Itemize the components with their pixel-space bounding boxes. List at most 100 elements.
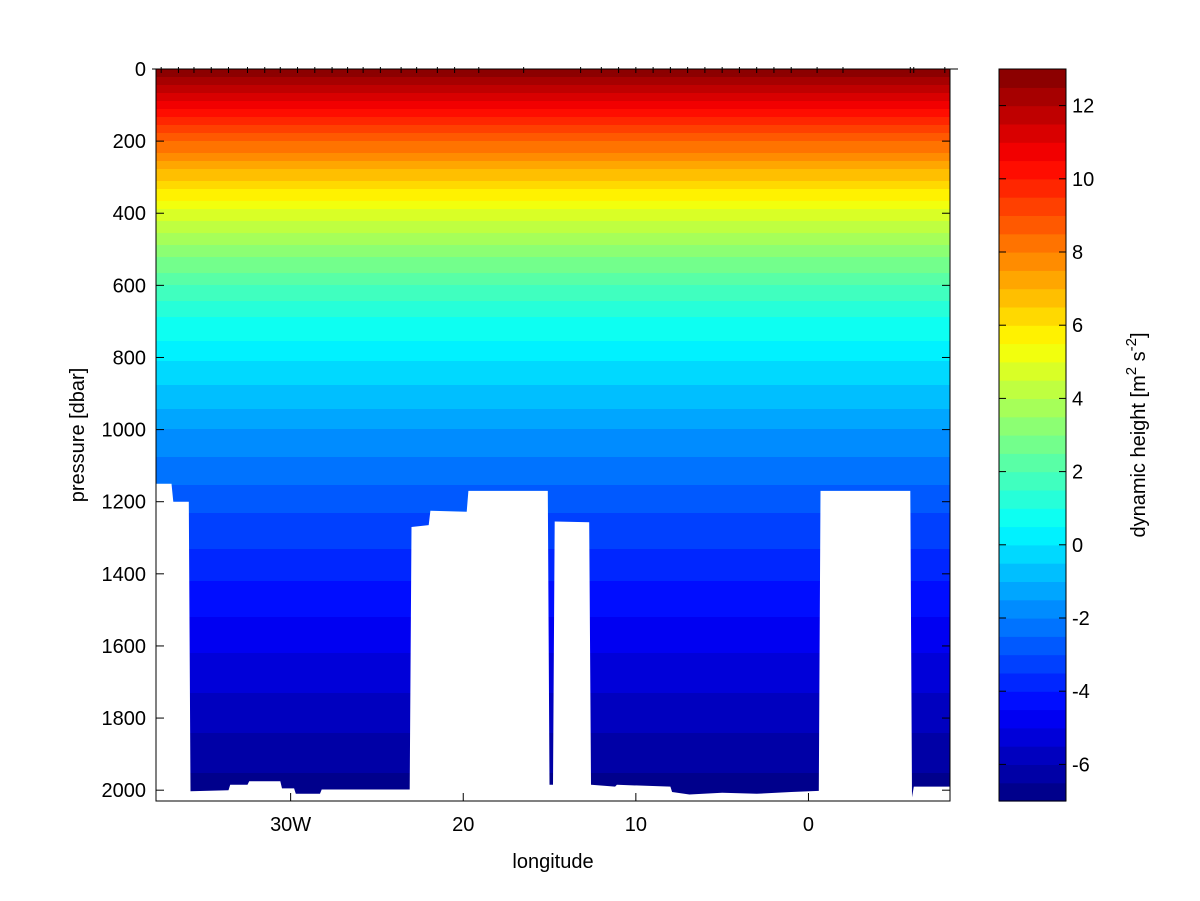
colorbar-band [999,746,1066,765]
colorbar-band [999,123,1066,143]
colorbar-label-superscript-2: -2 [1123,338,1140,351]
contour-band [156,509,950,514]
x-tick-label: 0 [803,814,814,836]
contour-band [156,761,950,766]
contour-band [156,289,950,294]
colorbar-frame [998,68,1067,802]
contour-band [156,681,950,686]
contour-band [156,505,950,510]
contour-band [156,737,950,742]
colorbar-band [999,197,1066,216]
contour-band [156,89,950,94]
seafloor-mask [156,483,950,801]
contour-band [156,517,950,522]
contour-band [156,189,950,194]
y-tick-label: 0 [135,59,146,81]
contour-band [156,313,950,318]
contour-band [156,193,950,198]
contour-band [156,697,950,702]
contour-band [156,753,950,758]
contour-band [156,449,950,454]
contour-band [156,473,950,478]
contour-band [156,417,950,422]
contour-band [156,537,950,542]
x-tick-label: 20 [452,814,474,836]
colorbar-band [999,288,1066,308]
contour-band [156,393,950,398]
contour-band [156,197,950,202]
contour-band [156,653,950,658]
colorbar-label-part-1: dynamic height [m [1128,375,1150,537]
contour-band [156,93,950,98]
contour-band [156,501,950,506]
contour-band [156,453,950,458]
colorbar-tick-label: 2 [1072,462,1083,484]
contour-band [156,101,950,106]
colorbar-band [999,416,1066,436]
colorbar-label-superscript-1: 2 [1123,367,1140,375]
contour-band [156,565,950,570]
contour-band [156,373,950,378]
contour-band [156,769,950,774]
contour-band [156,577,950,582]
contour-band [156,661,950,666]
y-tick-label: 1200 [102,492,147,514]
contour-band [156,657,950,662]
contour-band [156,325,950,330]
contour-band [156,489,950,494]
contour-band [156,381,950,386]
contour-band [156,633,950,638]
contour-band [156,81,950,86]
contour-band [156,597,950,602]
colorbar-band [999,581,1066,601]
contour-band [156,441,950,446]
y-tick-label: 1000 [102,420,147,442]
contour-band [156,229,950,234]
contour-band [156,605,950,610]
contour-band [156,465,950,470]
colorbar-label: dynamic height [m2 s-2] [1123,332,1150,537]
colorbar [999,69,1066,802]
contour-band [156,157,950,162]
y-tick-label: 1800 [102,708,147,730]
x-tick-label: 30W [270,814,311,836]
colorbar-band [999,270,1066,290]
contour-band [156,673,950,678]
contour-band [156,85,950,90]
contour-band [156,713,950,718]
colorbar-tick-label: 4 [1072,388,1083,410]
contour-band [156,273,950,278]
contour-band [156,253,950,258]
colorbar-tick-label: 8 [1072,242,1083,264]
contour-band [156,97,950,102]
contour-band [156,585,950,590]
contour-band [156,705,950,710]
contour-band [156,477,950,482]
contour-band [156,625,950,630]
contour-band [156,533,950,538]
contour-band [156,353,950,358]
contour-band [156,213,950,218]
contour-band [156,741,950,746]
contour-band [156,457,950,462]
x-tick-label: 10 [625,814,647,836]
contour-band [156,113,950,118]
contour-band [156,421,950,426]
contour-band [156,145,950,150]
colorbar-band [999,636,1066,656]
contour-band [156,709,950,714]
contour-band [156,349,950,354]
contour-band [156,261,950,266]
plot-frame [155,68,951,802]
contour-band [156,685,950,690]
contour-band [156,241,950,246]
colorbar-band [999,654,1066,674]
contour-band [156,541,950,546]
contour-band [156,209,950,214]
contour-band [156,397,950,402]
colorbar-band [999,380,1066,399]
contour-band [156,293,950,298]
y-tick-label: 600 [113,275,146,297]
contour-band [156,429,950,434]
contour-band [156,641,950,646]
